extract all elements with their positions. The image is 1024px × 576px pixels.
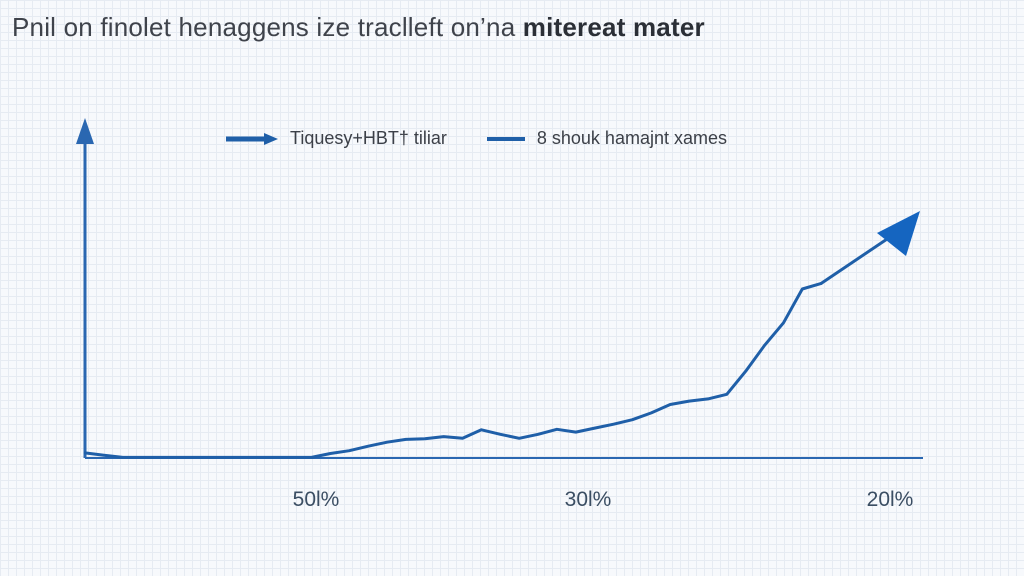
chart-title: Pnil on finolet henaggens ize traclleft …: [12, 12, 705, 43]
chart-title-part-3: mitereat mater: [522, 12, 705, 42]
series-arrow-head-icon: [877, 211, 920, 256]
legend-line-icon: [486, 136, 525, 141]
chart-title-part-2: on’na: [450, 12, 516, 42]
chart-title-part-1: Pnil on finolet henaggens ize traclleft: [12, 12, 444, 42]
x-tick-label-3: 20l%: [867, 488, 914, 511]
legend-arrow-line-icon: [226, 132, 278, 145]
series-arrow-shaft: [819, 231, 898, 285]
x-tick-label-1: 50l%: [293, 488, 340, 511]
legend-item-2: 8 shouk hamajnt xames: [485, 128, 727, 149]
legend-item-1: Tiquesy+HBT† tiliar: [224, 128, 447, 149]
y-axis-arrow-icon: [76, 118, 94, 144]
legend-label-1: Tiquesy+HBT† tiliar: [290, 128, 447, 148]
chart-legend: Tiquesy+HBT† tiliar 8 shouk hamajnt xame…: [224, 128, 727, 149]
x-tick-label-2: 30l%: [565, 488, 612, 511]
series-line-1: [83, 281, 823, 459]
legend-label-2: 8 shouk hamajnt xames: [536, 128, 727, 148]
